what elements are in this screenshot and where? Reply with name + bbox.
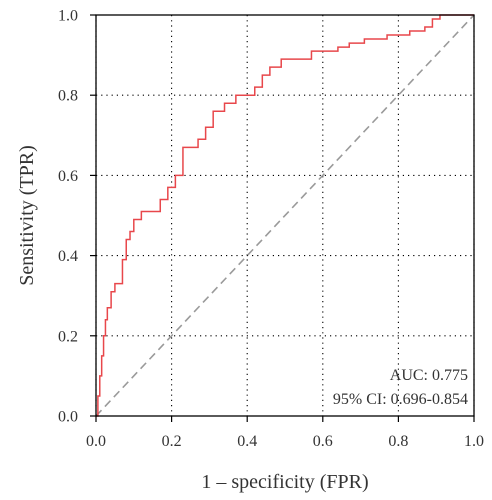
plot-frame (95, 14, 475, 417)
x-axis-ticks: 0.0 0.2 0.4 0.6 0.8 1.0 (86, 416, 484, 450)
x-tick-label: 0.4 (237, 433, 257, 450)
x-axis-title: 1 – specificity (FPR) (201, 471, 368, 493)
x-tick-label: 0.0 (86, 433, 106, 450)
y-axis-title: Sensitivity (TPR) (16, 145, 38, 286)
roc-curve-line (96, 14, 474, 417)
y-tick-label: 0.2 (58, 328, 78, 345)
y-tick-label: 0.4 (58, 248, 78, 265)
y-tick-label: 0.0 (58, 409, 78, 426)
x-tick-label: 0.6 (313, 433, 333, 450)
y-tick-label: 0.8 (58, 88, 78, 105)
y-tick-label: 1.0 (58, 8, 78, 25)
ci-annotation: 95% CI: 0.696-0.854 (333, 391, 468, 408)
x-tick-label: 1.0 (464, 433, 484, 450)
x-tick-label: 0.2 (162, 433, 182, 450)
chance-diagonal-line (95, 14, 475, 417)
auc-annotation: AUC: 0.775 (390, 367, 468, 384)
y-axis-ticks: 0.0 0.2 0.4 0.6 0.8 1.0 (58, 8, 96, 426)
x-tick-label: 0.8 (388, 433, 408, 450)
y-tick-label: 0.6 (58, 168, 78, 185)
